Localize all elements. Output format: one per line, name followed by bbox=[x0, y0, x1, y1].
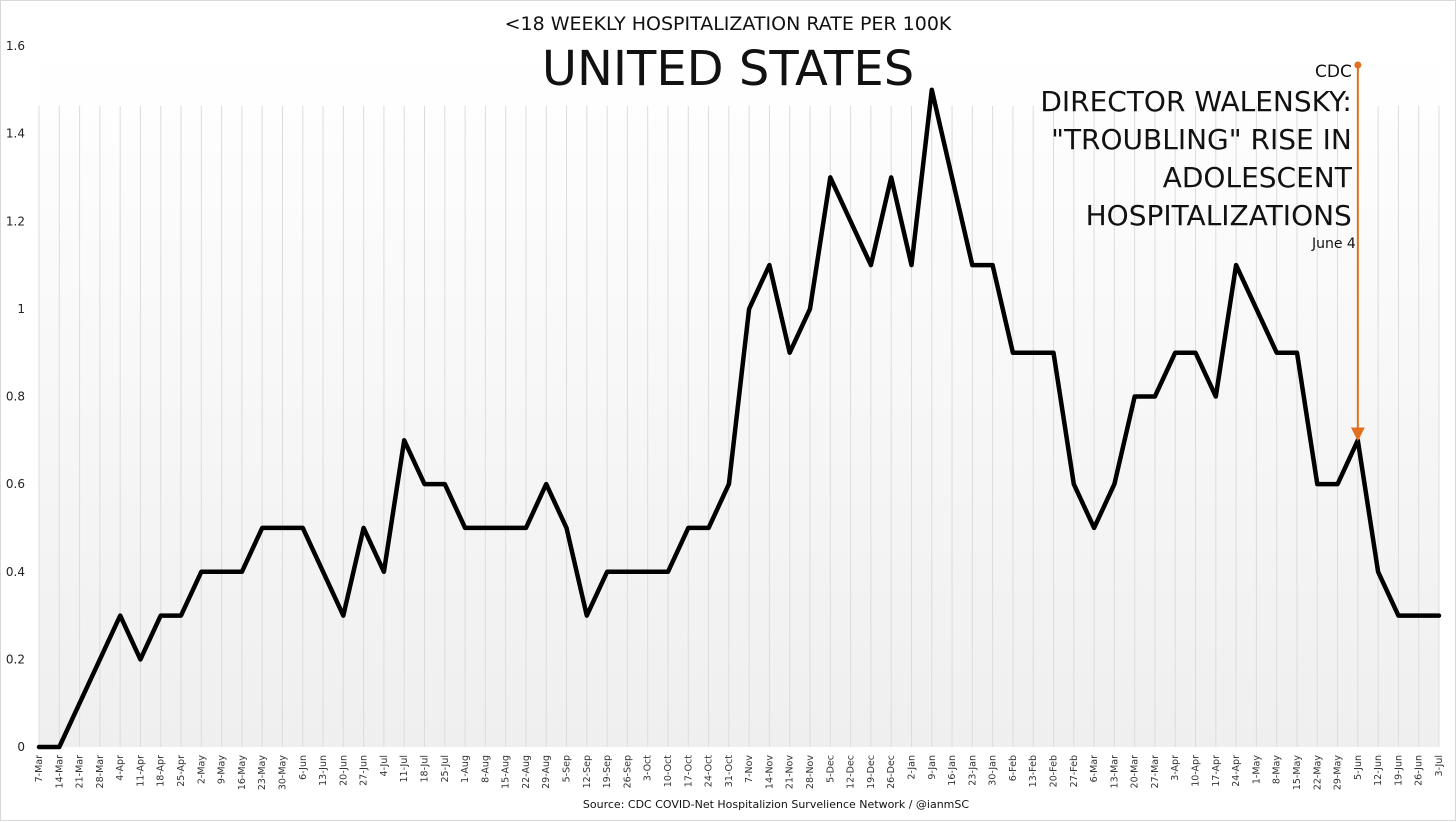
x-tick-label: 5-Sep bbox=[562, 755, 573, 782]
y-tick-label: 1.2 bbox=[6, 214, 25, 228]
y-tick-label: 0 bbox=[17, 740, 25, 754]
y-tick-label: 0.2 bbox=[6, 652, 25, 666]
y-axis: 0 0.2 0.4 0.6 0.8 1 1.2 1.4 1.6 bbox=[6, 39, 25, 754]
x-tick-label: 7-Mar bbox=[34, 755, 45, 782]
x-tick-label: 27-Feb bbox=[1069, 755, 1080, 787]
annotation-line-4: HOSPITALIZATIONS bbox=[1086, 199, 1352, 232]
x-tick-label: 6-Jun bbox=[298, 755, 309, 780]
x-tick-label: 6-Mar bbox=[1089, 755, 1100, 782]
x-tick-label: 22-May bbox=[1312, 755, 1323, 791]
x-tick-label: 28-Mar bbox=[95, 755, 106, 789]
x-tick-label: 14-Mar bbox=[54, 755, 65, 789]
annotation-arrow-origin bbox=[1354, 61, 1362, 69]
series-line bbox=[36, 87, 1442, 750]
annotation-line-3: ADOLESCENT bbox=[1163, 161, 1353, 194]
x-tick-label: 27-Jun bbox=[359, 755, 370, 786]
x-tick-label: 25-Apr bbox=[176, 755, 187, 787]
x-tick-label: 8-Aug bbox=[480, 755, 491, 783]
x-tick-label: 7-Nov bbox=[744, 755, 755, 783]
x-tick-label: 30-Jan bbox=[988, 755, 999, 786]
x-tick-label: 2-Jan bbox=[906, 755, 917, 780]
x-tick-label: 20-Jun bbox=[338, 755, 349, 786]
annotation-date: June 4 bbox=[1311, 236, 1356, 252]
x-tick-label: 21-Nov bbox=[785, 755, 796, 789]
x-tick-label: 29-May bbox=[1333, 755, 1344, 791]
chart-subtitle: UNITED STATES bbox=[542, 41, 914, 97]
x-tick-label: 23-May bbox=[257, 755, 268, 791]
x-tick-label: 16-Jan bbox=[947, 755, 958, 786]
x-tick-label: 31-Oct bbox=[724, 755, 735, 787]
x-tick-label: 26-Jun bbox=[1414, 755, 1425, 786]
x-tick-label: 9-May bbox=[217, 755, 228, 784]
x-tick-label: 12-Dec bbox=[846, 755, 857, 789]
x-tick-label: 1-May bbox=[1251, 755, 1262, 784]
x-tick-label: 3-Oct bbox=[643, 755, 654, 781]
grid-lines bbox=[38, 106, 1440, 747]
x-tick-label: 4-Apr bbox=[115, 755, 126, 781]
x-tick-label: 27-Mar bbox=[1150, 755, 1161, 789]
annotation-line-1: DIRECTOR WALENSKY: bbox=[1040, 85, 1352, 118]
x-tick-label: 24-Apr bbox=[1231, 755, 1242, 787]
annotation-source: CDC bbox=[1315, 62, 1352, 82]
x-tick-label: 16-May bbox=[237, 755, 248, 791]
x-tick-label: 14-Nov bbox=[764, 755, 775, 789]
x-tick-label: 3-Jul bbox=[1434, 755, 1445, 776]
x-tick-label: 20-Mar bbox=[1130, 755, 1141, 789]
x-tick-label: 4-Jul bbox=[379, 755, 390, 776]
x-tick-label: 11-Apr bbox=[135, 755, 146, 787]
annotation: CDC DIRECTOR WALENSKY: "TROUBLING" RISE … bbox=[1040, 61, 1365, 442]
x-tick-label: 12-Sep bbox=[582, 755, 593, 788]
x-tick-label: 10-Oct bbox=[663, 755, 674, 787]
x-tick-label: 5-Dec bbox=[825, 755, 836, 783]
chart-title: <18 WEEKLY HOSPITALIZATION RATE PER 100K bbox=[505, 13, 952, 35]
x-tick-label: 17-Oct bbox=[683, 755, 694, 787]
x-tick-label: 19-Jun bbox=[1393, 755, 1404, 786]
x-tick-label: 15-Aug bbox=[501, 755, 512, 789]
x-tick-label: 19-Sep bbox=[602, 755, 613, 788]
x-tick-label: 23-Jan bbox=[967, 755, 978, 786]
annotation-line-2: "TROUBLING" RISE IN bbox=[1051, 123, 1352, 156]
x-tick-label: 28-Nov bbox=[805, 755, 816, 789]
y-tick-label: 1.4 bbox=[6, 127, 25, 141]
x-tick-label: 13-Jun bbox=[318, 755, 329, 786]
x-tick-label: 13-Mar bbox=[1109, 755, 1120, 789]
x-tick-label: 12-Jun bbox=[1373, 755, 1384, 786]
x-tick-label: 20-Feb bbox=[1048, 755, 1059, 787]
x-tick-label: 13-Feb bbox=[1028, 755, 1039, 787]
x-tick-label: 2-May bbox=[196, 755, 207, 784]
x-tick-label: 9-Jan bbox=[927, 755, 938, 780]
x-tick-label: 6-Feb bbox=[1008, 755, 1019, 781]
x-tick-label: 26-Sep bbox=[622, 755, 633, 788]
x-tick-label: 8-May bbox=[1272, 755, 1283, 784]
x-tick-label: 3-Apr bbox=[1170, 755, 1181, 781]
source-note: Source: CDC COVID-Net Hospitalizion Surv… bbox=[583, 798, 969, 811]
x-tick-label: 18-Jul bbox=[420, 755, 431, 783]
x-tick-label: 21-Mar bbox=[75, 755, 86, 789]
x-tick-label: 1-Aug bbox=[460, 755, 471, 783]
y-tick-label: 1 bbox=[17, 302, 25, 316]
x-tick-label: 19-Dec bbox=[866, 755, 877, 789]
x-tick-label: 11-Jul bbox=[399, 755, 410, 783]
x-tick-label: 30-May bbox=[277, 755, 288, 791]
x-tick-label: 18-Apr bbox=[156, 755, 167, 787]
x-tick-label: 25-Jul bbox=[440, 755, 451, 783]
x-tick-label: 15-May bbox=[1292, 755, 1303, 791]
y-tick-label: 0.6 bbox=[6, 477, 25, 491]
x-tick-label: 29-Aug bbox=[541, 755, 552, 789]
y-tick-label: 0.8 bbox=[6, 390, 25, 404]
x-tick-label: 17-Apr bbox=[1211, 755, 1222, 787]
y-tick-label: 0.4 bbox=[6, 565, 25, 579]
x-tick-label: 26-Dec bbox=[886, 755, 897, 789]
x-axis: 7-Mar 14-Mar 21-Mar 28-Mar 4-Apr 11-Apr 18-Apr… bbox=[34, 755, 1445, 791]
x-tick-label: 24-Oct bbox=[704, 755, 715, 787]
x-tick-label: 5-Jun bbox=[1353, 755, 1364, 780]
y-tick-label: 1.6 bbox=[6, 39, 25, 53]
x-tick-label: 22-Aug bbox=[521, 755, 532, 789]
x-tick-label: 10-Apr bbox=[1191, 755, 1202, 787]
